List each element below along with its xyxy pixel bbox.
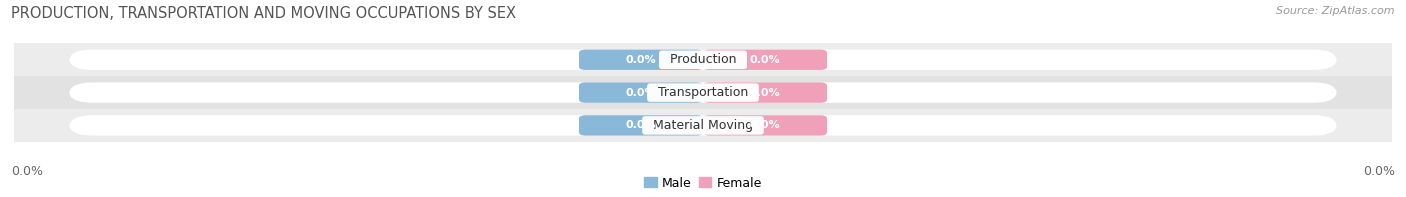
Text: 0.0%: 0.0% — [749, 120, 780, 130]
Text: Material Moving: Material Moving — [645, 119, 761, 132]
Text: 0.0%: 0.0% — [11, 165, 44, 178]
Text: 0.0%: 0.0% — [626, 88, 657, 98]
Text: 0.0%: 0.0% — [1362, 165, 1395, 178]
FancyBboxPatch shape — [69, 115, 1337, 136]
FancyBboxPatch shape — [703, 50, 827, 70]
Text: 0.0%: 0.0% — [749, 88, 780, 98]
FancyBboxPatch shape — [579, 115, 703, 136]
FancyBboxPatch shape — [579, 50, 703, 70]
Bar — [14, 43, 1392, 76]
FancyBboxPatch shape — [703, 115, 827, 136]
Text: PRODUCTION, TRANSPORTATION AND MOVING OCCUPATIONS BY SEX: PRODUCTION, TRANSPORTATION AND MOVING OC… — [11, 6, 516, 21]
Text: 0.0%: 0.0% — [626, 55, 657, 65]
Bar — [14, 76, 1392, 109]
FancyBboxPatch shape — [579, 82, 703, 103]
Text: Source: ZipAtlas.com: Source: ZipAtlas.com — [1277, 6, 1395, 16]
Text: 0.0%: 0.0% — [749, 55, 780, 65]
Bar — [14, 109, 1392, 142]
FancyBboxPatch shape — [703, 82, 827, 103]
Text: Production: Production — [662, 53, 744, 66]
Legend: Male, Female: Male, Female — [644, 177, 762, 190]
Text: 0.0%: 0.0% — [626, 120, 657, 130]
FancyBboxPatch shape — [69, 50, 1337, 70]
Text: Transportation: Transportation — [650, 86, 756, 99]
FancyBboxPatch shape — [69, 82, 1337, 103]
